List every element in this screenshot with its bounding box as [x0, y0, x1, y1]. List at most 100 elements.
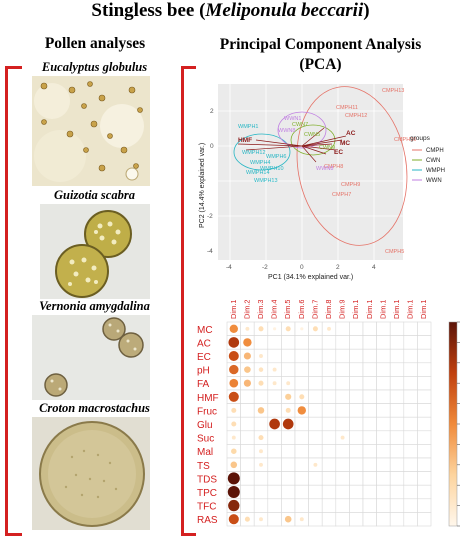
- pca-xlabel: PC1 (34.1% explained var.): [268, 274, 353, 281]
- row-label-hmf: HMF: [197, 393, 219, 404]
- grid-cell: [281, 348, 296, 364]
- grid-cell: [267, 389, 282, 404]
- grid-cell: [376, 321, 391, 336]
- contribution-bubble: [313, 462, 318, 467]
- grid-cell: [403, 321, 418, 336]
- grid-cell: [335, 512, 350, 527]
- contribution-bubble: [284, 515, 292, 523]
- contribution-bubble: [285, 326, 291, 332]
- grid-cell: [240, 457, 255, 472]
- variable-labels: AC MC EC HMF: [238, 130, 356, 156]
- grid-cell: [321, 457, 337, 472]
- grid-cell: [335, 321, 350, 336]
- figure-title-species: Meliponula beccarii: [205, 0, 364, 21]
- grid-cell: [321, 348, 337, 364]
- contribution-bubble: [230, 461, 238, 469]
- column-label-5: Dim.5: [283, 300, 292, 319]
- grid-cell: [362, 348, 377, 364]
- row-label-ec: EC: [197, 352, 211, 363]
- colorbar: [448, 321, 458, 527]
- pca-ylabel: PC2 (14.4% explained var.): [199, 143, 206, 228]
- grid-cell: [403, 484, 418, 500]
- grid-cell: [321, 416, 337, 432]
- grid-cell: [389, 430, 405, 445]
- row-label-mal: Mal: [197, 447, 213, 458]
- grid-cell: [240, 416, 255, 432]
- grid-cell: [389, 335, 405, 350]
- grid-cell: [335, 416, 350, 432]
- grid-cell: [308, 403, 323, 418]
- svg-text:EC: EC: [334, 149, 343, 156]
- column-label-14: Dim.14: [406, 300, 415, 319]
- svg-text:CMPH13: CMPH13: [382, 88, 404, 94]
- grid-cell: [349, 403, 364, 418]
- svg-text:WMPH6: WMPH6: [266, 154, 286, 160]
- grid-cell: [253, 389, 269, 404]
- column-label-7: Dim.7: [310, 300, 319, 319]
- contribution-bubble: [312, 326, 318, 332]
- grid-cell: [308, 471, 323, 486]
- grid-cell: [281, 484, 296, 500]
- grid-cell: [308, 335, 323, 350]
- grid-cell: [417, 348, 432, 364]
- row-label-ras: RAS: [197, 515, 218, 526]
- grid-cell: [389, 416, 405, 432]
- grid-cell: [376, 348, 391, 364]
- grid-cell: [417, 498, 432, 513]
- grid-cell: [349, 471, 364, 486]
- y-tick-2: -2: [207, 213, 213, 220]
- grid-cell: [389, 403, 405, 418]
- column-label-8: Dim.8: [324, 300, 333, 319]
- pollen-label-vernonia: Vernonia amygdalina: [39, 299, 150, 313]
- column-label-9: Dim.9: [338, 300, 347, 319]
- grid-cell: [417, 512, 432, 527]
- contribution-bubble: [243, 352, 251, 360]
- grid-cell: [335, 335, 350, 350]
- svg-text:CMPH11: CMPH11: [336, 105, 358, 111]
- x-tick-0: -4: [226, 264, 232, 271]
- contribution-bubble: [257, 407, 265, 414]
- pollen-image-guizotia: [40, 204, 150, 299]
- grid-cell: [389, 471, 405, 486]
- grid-cell: [362, 512, 377, 527]
- grid-cell: [308, 416, 323, 432]
- row-label-glu: Glu: [197, 420, 213, 431]
- grid-cell: [389, 484, 405, 500]
- grid-cell: [417, 389, 432, 404]
- grid-cell: [389, 376, 405, 391]
- grid-cell: [403, 416, 418, 432]
- grid-cell: [308, 484, 323, 500]
- grid-cell: [335, 471, 350, 486]
- grid-cell: [362, 335, 377, 350]
- contribution-bubble: [243, 379, 251, 387]
- pollen-label-eucalyptus: Eucalyptus globulus: [41, 60, 148, 74]
- contribution-bubble: [258, 435, 264, 441]
- grid-cell: [281, 498, 296, 513]
- contribution-bubble: [231, 435, 236, 440]
- legend-wmph: WMPH: [426, 168, 445, 174]
- svg-text:CMPH12: CMPH12: [345, 113, 367, 119]
- grid-cell: [389, 321, 405, 336]
- column-label-4: Dim.4: [270, 300, 279, 319]
- grid-cell: [403, 389, 418, 404]
- contribution-bubble: [227, 472, 240, 485]
- contribution-bubble: [229, 378, 239, 388]
- loading-arrows: [237, 127, 347, 163]
- legend-wwn: WWN: [426, 178, 442, 184]
- grid-cell: [253, 471, 269, 486]
- contribution-bubble: [300, 327, 304, 331]
- grid-cell: [349, 321, 364, 336]
- grid-cell: [349, 498, 364, 513]
- contribution-bubble: [244, 366, 251, 373]
- grid-cell: [240, 484, 255, 500]
- grid-cell: [308, 376, 323, 391]
- contribution-bubble: [259, 354, 263, 358]
- grid-cell: [349, 376, 364, 391]
- legend: CMPH CWN WMPH WWN: [412, 148, 445, 184]
- contribution-bubble: [229, 364, 239, 375]
- grid-cell: [267, 471, 282, 486]
- grid-cell: [308, 444, 323, 459]
- grid-cell: [389, 498, 405, 513]
- contribution-bubble: [259, 462, 263, 467]
- row-label-mc: MC: [197, 325, 213, 336]
